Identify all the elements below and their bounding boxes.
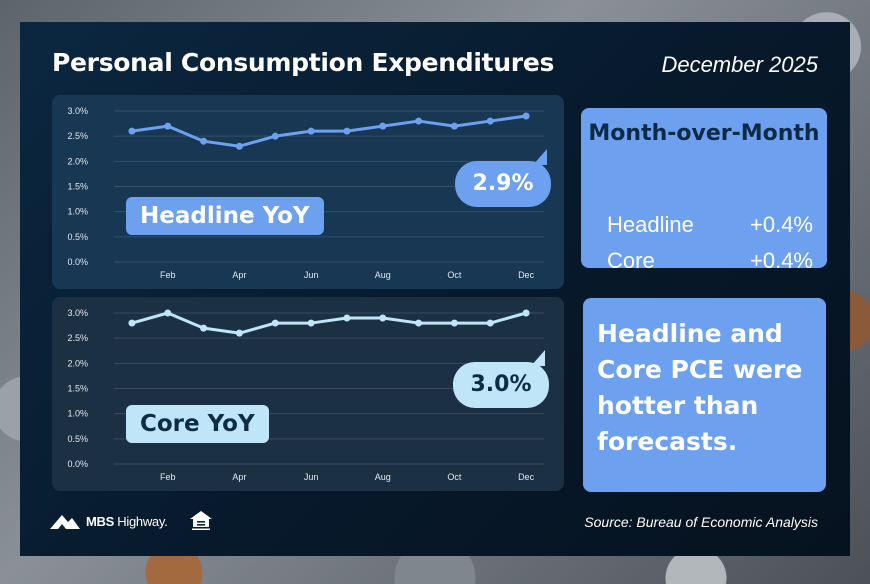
data-point xyxy=(486,319,494,327)
callout-tail xyxy=(533,149,547,165)
data-point xyxy=(200,137,208,145)
y-tick-label: 3.0% xyxy=(67,106,88,116)
report-date: December 2025 xyxy=(661,52,818,77)
data-point xyxy=(343,127,351,135)
data-point xyxy=(235,329,243,337)
data-point xyxy=(379,314,387,322)
core-chart-label: Core YoY xyxy=(126,405,269,443)
mbs-highway-logo: MBS Highway. xyxy=(50,510,213,532)
x-tick-label: Aug xyxy=(375,472,391,482)
series-line xyxy=(131,311,527,335)
core-chart: 0.0% 0.5% 1.0% 1.5% 2.0% 2.5% 3.0% Feb Apr Jun Aug… xyxy=(67,308,544,482)
y-tick-label: 1.0% xyxy=(67,409,88,419)
data-point xyxy=(128,127,136,135)
y-tick-label: 0.5% xyxy=(67,434,88,444)
data-point xyxy=(271,132,279,140)
data-point xyxy=(450,319,458,327)
mom-title: Month-over-Month xyxy=(588,121,820,146)
headline-chart: 0.0% 0.5% 1.0% 1.5% 2.0% 2.5% 3.0% Feb Apr Jun Aug… xyxy=(67,106,544,280)
x-tick-label: Oct xyxy=(447,472,462,482)
mom-row-value: +0.4% xyxy=(750,212,813,237)
x-tick-label: Jun xyxy=(304,270,319,280)
core-callout-value: 3.0% xyxy=(470,372,532,397)
core-chart-panel: 0.0% 0.5% 1.0% 1.5% 2.0% 2.5% 3.0% Feb Apr Jun Aug… xyxy=(52,297,564,491)
y-tick-label: 3.0% xyxy=(67,308,88,318)
data-point xyxy=(486,117,494,125)
callout-tail xyxy=(531,350,545,366)
x-tick-label: Aug xyxy=(375,270,391,280)
summary-note: Headline and Core PCE were hotter than f… xyxy=(583,298,826,492)
core-callout: 3.0% xyxy=(453,350,549,408)
data-point xyxy=(415,117,423,125)
logo-mark: . xyxy=(164,513,168,529)
page-title: Personal Consumption Expenditures xyxy=(52,48,555,77)
data-point xyxy=(271,319,279,327)
data-point xyxy=(164,122,172,130)
mom-row-label: Headline xyxy=(607,212,694,237)
x-tick-label: Feb xyxy=(160,472,176,482)
headline-callout: 2.9% xyxy=(455,149,551,207)
headline-chart-label: Headline YoY xyxy=(126,197,324,235)
y-tick-label: 2.0% xyxy=(67,358,88,368)
source-note: Source: Bureau of Economic Analysis xyxy=(584,514,818,530)
data-point xyxy=(415,319,423,327)
month-over-month-box: Month-over-Month Headline +0.4% Core +0.… xyxy=(581,108,827,273)
mountain-icon xyxy=(50,515,80,529)
y-tick-label: 2.5% xyxy=(67,131,88,141)
y-tick-label: 0.5% xyxy=(67,232,88,242)
equal-housing-icon xyxy=(190,511,213,530)
headline-callout-value: 2.9% xyxy=(472,171,534,196)
data-point xyxy=(522,112,530,120)
x-tick-label: Oct xyxy=(447,270,462,280)
data-point xyxy=(450,122,458,130)
x-tick-label: Dec xyxy=(518,472,535,482)
logo-text: Highway xyxy=(114,513,165,529)
y-tick-label: 1.5% xyxy=(67,182,88,192)
data-point xyxy=(164,309,172,317)
headline-chart-panel: 0.0% 0.5% 1.0% 1.5% 2.0% 2.5% 3.0% Feb Apr Jun Aug… xyxy=(52,95,564,289)
y-tick-label: 2.0% xyxy=(67,156,88,166)
y-tick-label: 0.0% xyxy=(67,459,88,469)
data-point xyxy=(379,122,387,130)
x-tick-label: Apr xyxy=(232,472,246,482)
mom-row-label: Core xyxy=(607,248,655,273)
data-point xyxy=(343,314,351,322)
y-tick-label: 1.5% xyxy=(67,384,88,394)
data-point xyxy=(235,142,243,150)
x-tick-label: Feb xyxy=(160,270,176,280)
data-point xyxy=(307,127,315,135)
y-tick-label: 0.0% xyxy=(67,257,88,267)
infographic-card: Personal Consumption Expenditures Decemb… xyxy=(20,22,850,556)
series-line xyxy=(131,114,527,148)
mom-row-value: +0.4% xyxy=(750,248,813,273)
x-tick-label: Dec xyxy=(518,270,535,280)
data-point xyxy=(307,319,315,327)
data-point xyxy=(522,309,530,317)
data-point xyxy=(128,319,136,327)
x-tick-label: Apr xyxy=(232,270,246,280)
logo-text-strong: MBS xyxy=(86,513,114,529)
y-tick-label: 2.5% xyxy=(67,333,88,343)
data-point xyxy=(200,324,208,332)
y-tick-label: 1.0% xyxy=(67,207,88,217)
x-tick-label: Jun xyxy=(304,472,319,482)
